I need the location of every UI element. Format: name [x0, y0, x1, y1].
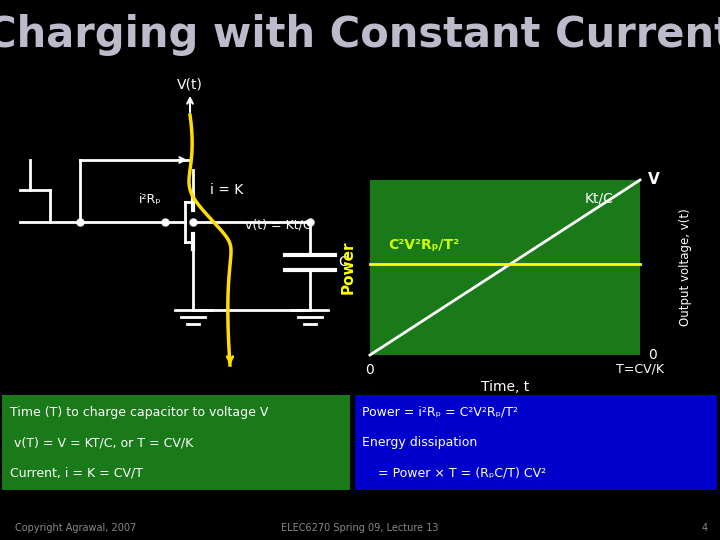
Text: 4: 4	[702, 523, 708, 533]
Text: C: C	[338, 255, 348, 269]
Text: v(T) = V = KT/C, or T = CV/K: v(T) = V = KT/C, or T = CV/K	[10, 436, 193, 449]
Text: = Power × T = (RₚC/T) CV²: = Power × T = (RₚC/T) CV²	[362, 467, 546, 480]
Text: Copyright Agrawal, 2007: Copyright Agrawal, 2007	[15, 523, 136, 533]
Text: Time, t: Time, t	[481, 380, 529, 394]
Text: Charging with Constant Current: Charging with Constant Current	[0, 14, 720, 56]
Bar	[355, 395, 717, 490]
Text: Current, i = K = CV/T: Current, i = K = CV/T	[10, 467, 143, 480]
Text: Energy dissipation: Energy dissipation	[362, 436, 477, 449]
Text: 0: 0	[648, 348, 657, 362]
Text: V: V	[648, 172, 660, 187]
Text: Power = i²Rₚ = C²V²Rₚ/T²: Power = i²Rₚ = C²V²Rₚ/T²	[362, 406, 518, 419]
Text: 0: 0	[366, 363, 374, 377]
Text: C²V²Rₚ/T²: C²V²Rₚ/T²	[388, 238, 459, 252]
Text: Power: Power	[341, 241, 356, 294]
Text: i²Rₚ: i²Rₚ	[139, 193, 161, 206]
Text: Time (T) to charge capacitor to voltage V: Time (T) to charge capacitor to voltage …	[10, 406, 269, 419]
Text: i = K: i = K	[210, 183, 243, 197]
Text: v(t) = Kt/C: v(t) = Kt/C	[245, 219, 312, 232]
Text: Output voltage, v(t): Output voltage, v(t)	[678, 208, 691, 326]
Bar	[2, 395, 350, 490]
Text: T=CV/K: T=CV/K	[616, 363, 664, 376]
Bar	[370, 180, 640, 355]
Text: Kt/C: Kt/C	[585, 191, 614, 205]
Text: V(t): V(t)	[177, 78, 203, 92]
Text: ELEC6270 Spring 09, Lecture 13: ELEC6270 Spring 09, Lecture 13	[282, 523, 438, 533]
